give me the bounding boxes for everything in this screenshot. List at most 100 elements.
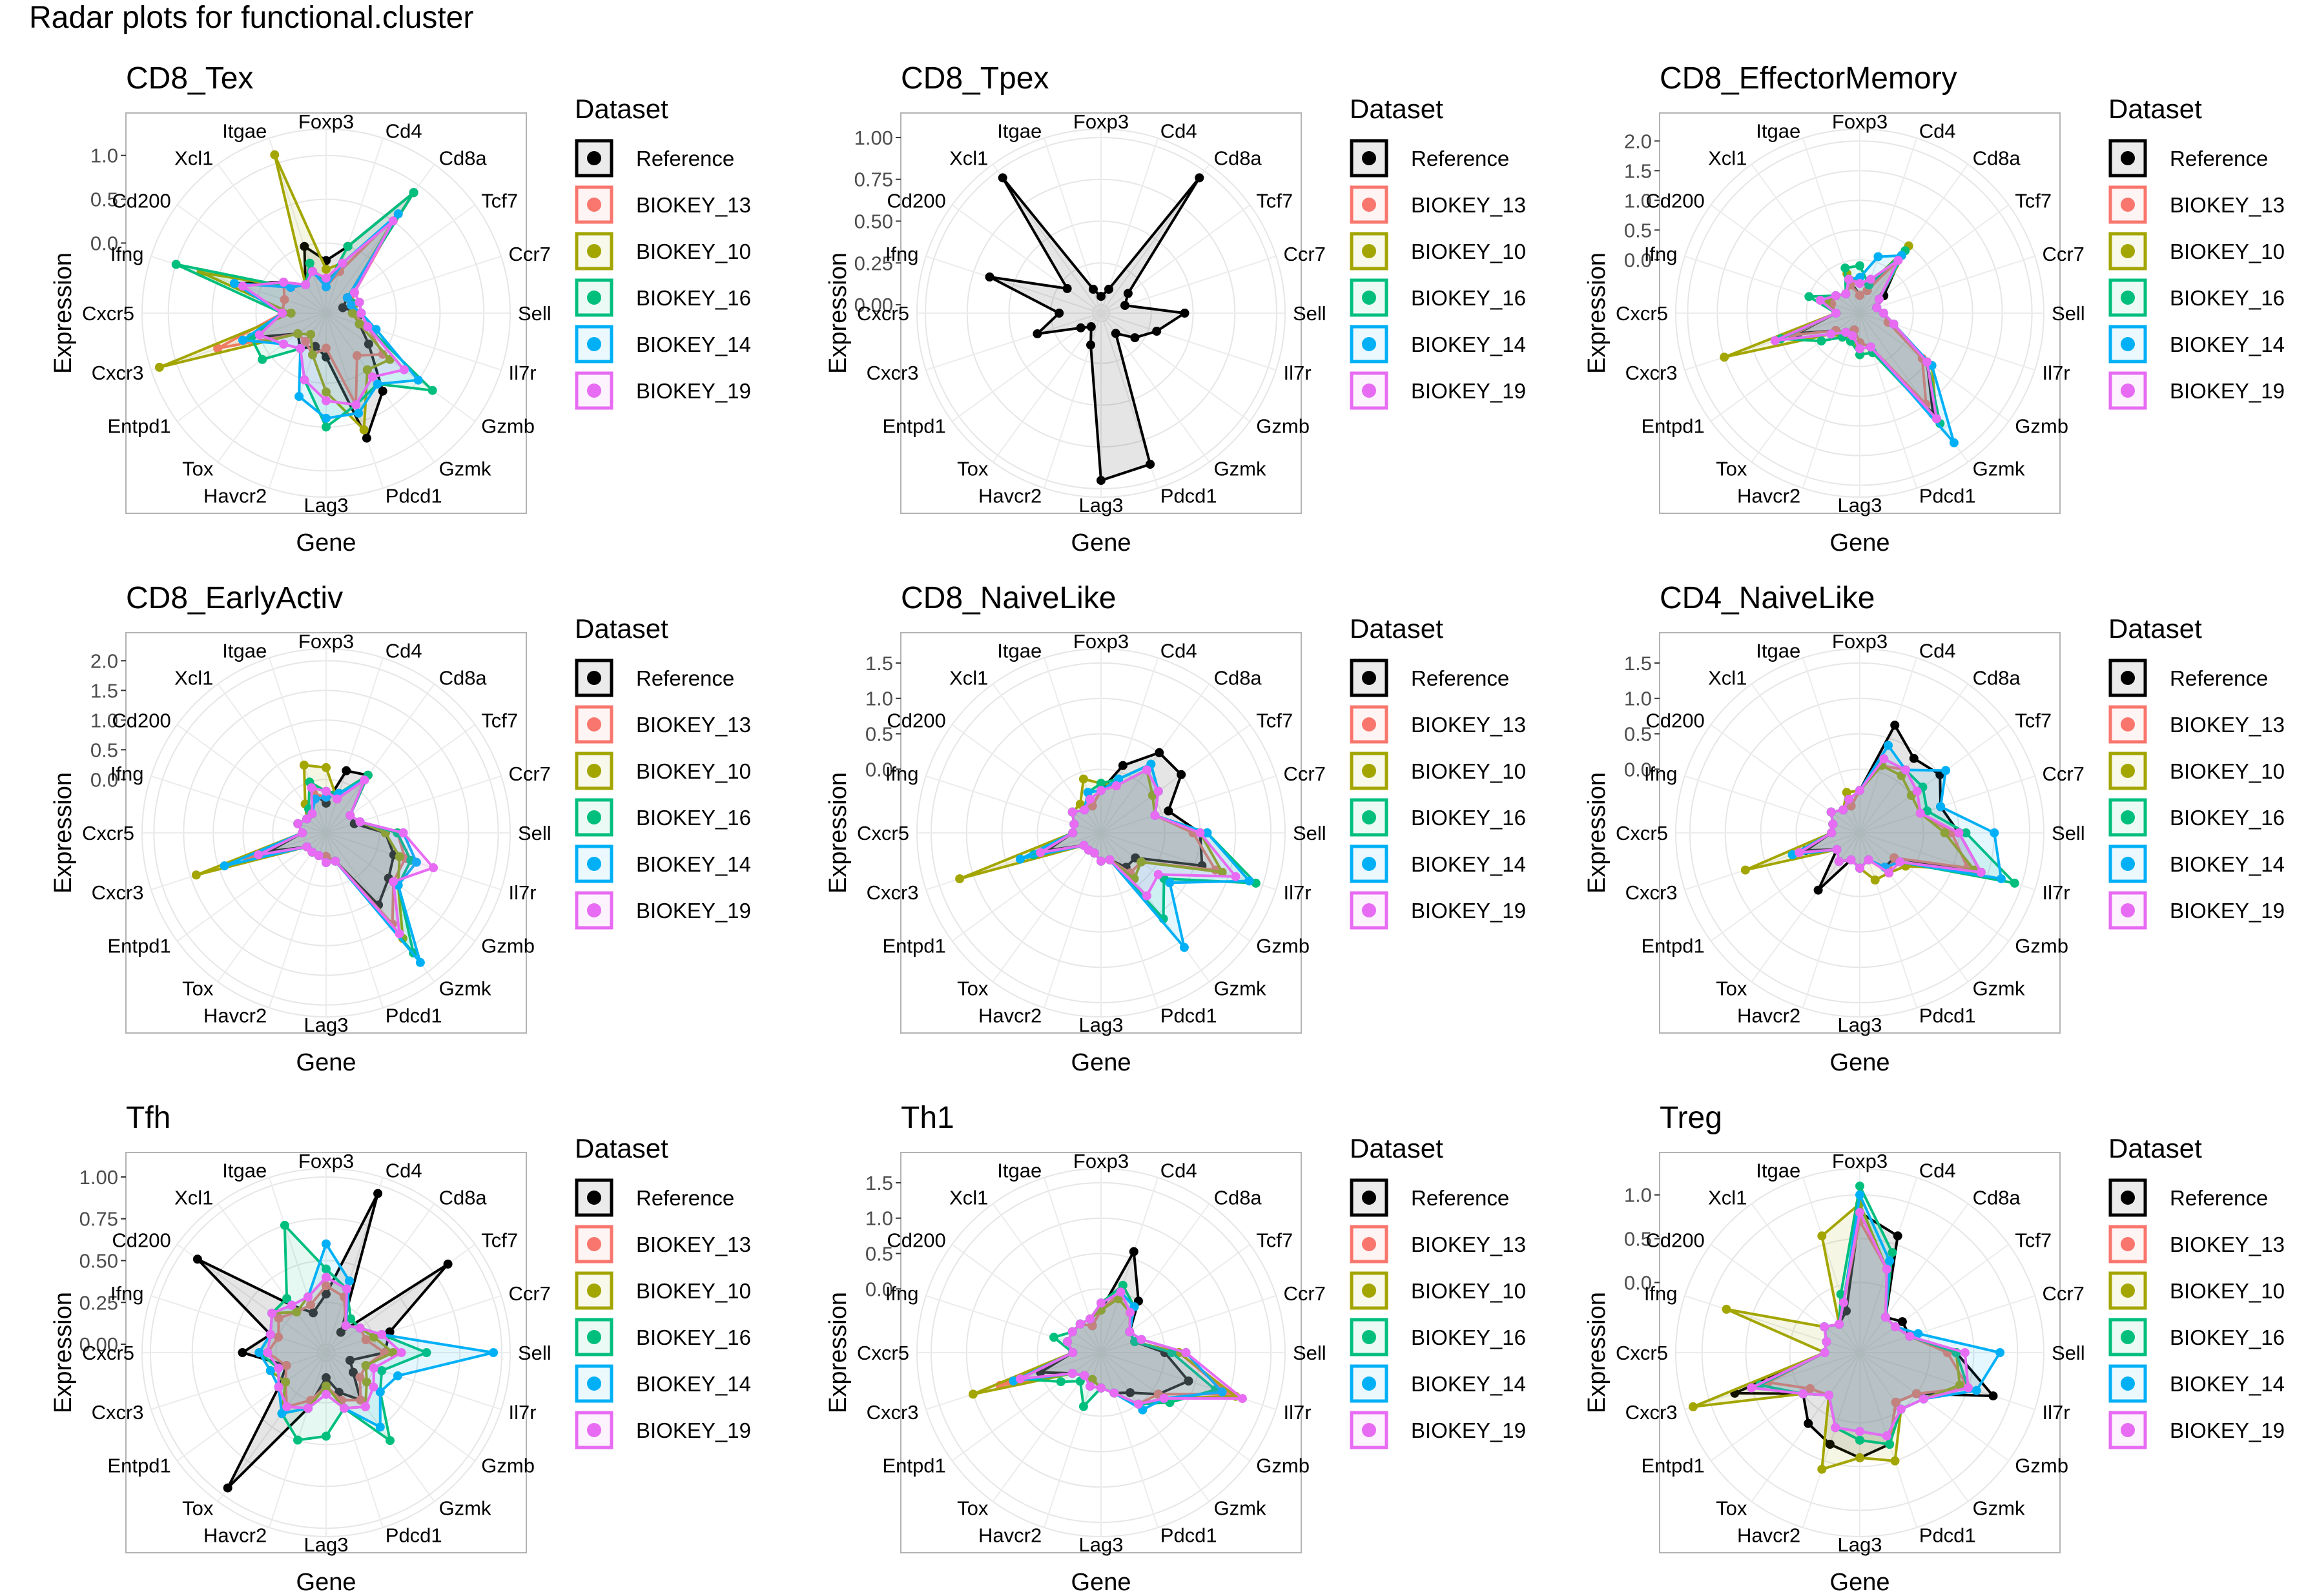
gene-label: Xcl1 [949,1187,988,1209]
data-point [282,1294,292,1304]
gene-label: Cd200 [887,709,945,732]
data-point [1866,342,1875,352]
data-point [1722,1304,1731,1314]
data-point [360,775,369,785]
data-point [396,1348,406,1357]
y-tick-label: 1.0 [1624,189,1652,212]
legend-dot [2121,810,2135,824]
gene-label: Gzmb [1256,935,1310,957]
data-point [274,1333,283,1342]
gene-label: Cd4 [1160,1160,1197,1182]
gene-label: Cd200 [112,709,170,732]
legend-key [1350,1225,1388,1264]
legend-label: BIOKEY_19 [1411,379,1526,403]
data-point [1895,857,1905,867]
data-point [282,1402,292,1411]
x-axis-title: Gene [1830,1569,1890,1593]
grid-spoke [1100,1177,1159,1353]
gene-label: Ccr7 [1283,762,1325,785]
gene-label: Xcl1 [174,667,213,690]
data-point [349,288,359,298]
data-point [427,385,437,395]
legend-label: BIOKEY_14 [636,1372,751,1396]
gene-label: Gzmb [2015,415,2068,438]
grid-spoke [1710,724,1860,834]
gene-label: Il7r [508,881,536,904]
gene-label: Havcr2 [203,484,267,507]
gene-label: Lag3 [1838,1014,1882,1036]
data-point [1900,765,1910,775]
gene-label: Xcl1 [949,147,988,170]
legend-dot [2121,291,2135,305]
legend-dot [2121,857,2135,871]
grid-spoke [951,312,1102,422]
gene-label: Itgae [997,640,1042,662]
gene-label: Havcr2 [1737,1004,1800,1027]
data-point [411,857,421,867]
grid-spoke [1859,832,1969,983]
legend-label: BIOKEY_14 [2170,332,2285,356]
data-point [1832,844,1842,854]
data-point [1893,256,1903,265]
gene-label: Foxp3 [298,630,354,653]
grid-spoke [925,1294,1102,1353]
data-point [296,343,305,353]
data-point [213,343,223,353]
data-point [1909,753,1919,763]
legend-dot [587,717,601,732]
legend-dot [1362,1376,1376,1391]
data-point [1855,1435,1864,1445]
data-point [1828,819,1838,829]
legend-label: Reference [636,147,734,170]
legend-dot [587,384,601,398]
data-point [361,1361,371,1370]
legend-dot [2121,1284,2135,1298]
gene-label: Pdcd1 [1919,1004,1976,1027]
grid-spoke [1859,1352,2010,1462]
data-point [1086,322,1096,331]
legend-key [575,1411,613,1449]
gene-label: Tox [1716,1497,1747,1519]
gene-label: Itgae [1756,120,1800,143]
legend-key [1350,232,1388,271]
legend-dot [2121,1376,2135,1391]
gene-label: Cd200 [887,1229,945,1251]
data-point [398,828,408,837]
data-point [1120,301,1129,310]
legend-dot [2121,337,2135,351]
grid-spoke [217,832,327,983]
panel-title: Treg [1660,1101,1722,1135]
grid-spoke [1100,312,1251,422]
y-tick-label: 0.0 [1624,249,1652,271]
data-point [393,1371,402,1380]
data-point [1137,857,1146,867]
gene-label: Cd4 [1919,640,1956,662]
y-tick-label: 0.5 [1624,219,1652,241]
y-axis-title: Expression [1583,772,1611,894]
grid-spoke [176,832,327,942]
data-point [1770,336,1780,345]
gene-label: Cd200 [112,1229,170,1251]
grid-spoke [1802,1177,1860,1353]
gene-label: Ifng [110,243,144,265]
data-point [1879,309,1888,318]
data-point [1111,329,1120,338]
legend-dot [587,337,601,351]
gene-label: Cxcr5 [82,302,134,325]
gene-label: Entpd1 [107,1455,170,1477]
gene-label: Entpd1 [107,415,170,438]
grid-spoke [1100,1352,1159,1528]
data-point [1963,1383,1973,1393]
data-point [322,1381,331,1391]
data-point [1990,828,1999,837]
data-point [373,1189,383,1198]
gene-label: Itgae [997,120,1042,143]
grid-spoke [1710,1352,1860,1462]
data-point [345,811,355,820]
data-point [388,216,398,226]
data-point [1137,1335,1146,1344]
data-point [1996,874,2006,884]
legend-label: BIOKEY_13 [2170,1233,2285,1256]
legend-title: Dataset [2108,613,2202,644]
data-point [298,828,307,837]
